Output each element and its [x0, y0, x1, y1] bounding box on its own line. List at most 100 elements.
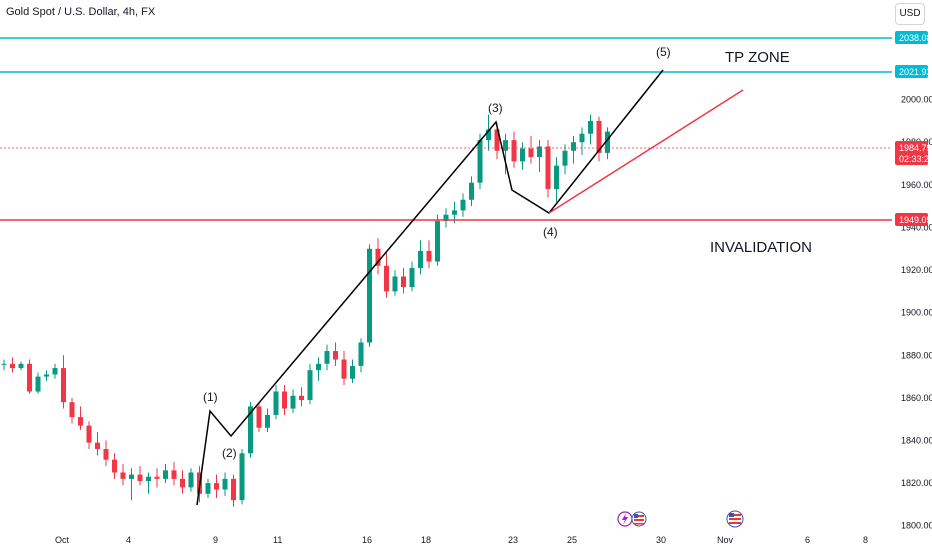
wave-label-2: (2): [222, 446, 237, 460]
wave-label-5: (5): [656, 45, 671, 59]
candle: [426, 240, 432, 268]
svg-text:1949.05: 1949.05: [899, 215, 932, 225]
candle: [205, 478, 211, 499]
y-tick-label: 1920.00: [901, 265, 932, 275]
y-tick-label: 1860.00: [901, 393, 932, 403]
symbol-title: Gold Spot / U.S. Dollar, 4h, FX: [6, 6, 156, 18]
candle: [307, 363, 313, 405]
candle: [596, 116, 602, 162]
candle: [469, 176, 474, 207]
y-tick-label: 1840.00: [901, 436, 932, 446]
candle: [146, 472, 151, 494]
candle: [554, 157, 559, 202]
candle: [392, 270, 398, 296]
x-tick-label: 18: [421, 535, 431, 545]
candle: [273, 385, 279, 420]
candle: [231, 474, 236, 507]
time-axis: Oct 4 9 11 16 18 23 25 30 Nov 6 8: [55, 535, 868, 545]
x-tick-label: 8: [863, 535, 868, 545]
candle: [503, 133, 508, 175]
x-tick-label: 16: [362, 535, 372, 545]
wave-label-4: (4): [543, 225, 558, 239]
candle: [520, 142, 525, 170]
candle: [401, 267, 406, 294]
candle: [528, 135, 534, 164]
candle: [435, 214, 440, 266]
x-tick-label: 25: [567, 535, 577, 545]
candle: [86, 421, 92, 450]
candle: [443, 208, 449, 228]
candle: [477, 133, 483, 190]
candle: [545, 140, 551, 198]
candle: [605, 127, 610, 160]
lightning-event-icon[interactable]: [617, 511, 633, 527]
candle: [579, 127, 585, 156]
wave-count-line[interactable]: [196, 69, 664, 506]
svg-text:2021.92: 2021.92: [899, 67, 932, 77]
svg-text:1984.79: 1984.79: [899, 143, 932, 153]
candle: [222, 472, 228, 496]
candle: [588, 114, 593, 145]
candle: [137, 466, 143, 486]
candle: [163, 463, 168, 484]
candle: [129, 468, 134, 501]
candle: [511, 131, 517, 168]
candle: [316, 357, 321, 381]
candle: [35, 372, 41, 394]
current-price-tag: 1984.79 02:33:25: [895, 141, 932, 165]
x-tick-label: 9: [213, 535, 218, 545]
candle: [571, 135, 576, 164]
candle: [27, 359, 32, 394]
candle: [341, 351, 347, 386]
candle: [1, 359, 7, 371]
candle: [350, 359, 355, 383]
y-tick-label: 1800.00: [901, 521, 932, 531]
y-tick-label: 1820.00: [901, 478, 932, 488]
candle: [375, 238, 381, 275]
x-tick-label: 30: [656, 535, 666, 545]
wave-label-3: (3): [488, 101, 503, 115]
candle: [256, 402, 262, 432]
y-tick-label: 1880.00: [901, 350, 932, 360]
candle: [537, 140, 542, 173]
x-tick-label: 11: [273, 535, 282, 545]
svg-text:02:33:25: 02:33:25: [899, 154, 932, 164]
candle: [299, 387, 304, 407]
x-tick-label: 23: [508, 535, 518, 545]
currency-button[interactable]: USD: [895, 3, 925, 25]
x-tick-label: Oct: [55, 535, 70, 545]
support-trendline[interactable]: [548, 89, 744, 214]
x-tick-label: Nov: [717, 535, 734, 545]
candle: [52, 363, 58, 379]
candle: [10, 357, 15, 373]
candle: [358, 338, 364, 373]
candle: [384, 253, 389, 298]
tp-zone-label: TP ZONE: [725, 49, 790, 66]
candle: [367, 244, 372, 347]
candle: [78, 406, 83, 430]
us-flag-icon[interactable]: [631, 511, 647, 527]
candle: [103, 440, 109, 467]
candle: [44, 370, 49, 381]
candle: [324, 344, 330, 371]
candle: [120, 463, 126, 486]
candle: [239, 449, 245, 505]
candle: [180, 470, 185, 494]
candle: [486, 114, 491, 151]
candle: [171, 461, 177, 486]
y-tick-label: 1940.00: [901, 222, 932, 232]
candle: [214, 474, 219, 499]
candle: [248, 402, 253, 458]
invalidation-tag: 1949.05: [895, 213, 932, 226]
us-flag-icon[interactable]: [726, 510, 744, 528]
candle: [290, 389, 296, 413]
candle: [460, 193, 466, 217]
svg-text:2038.08: 2038.08: [899, 33, 932, 43]
x-tick-label: 4: [126, 535, 131, 545]
candle: [409, 261, 415, 292]
y-tick-label: 2000.00: [901, 95, 932, 105]
candle: [95, 431, 100, 456]
candles-layer: [1, 114, 610, 507]
